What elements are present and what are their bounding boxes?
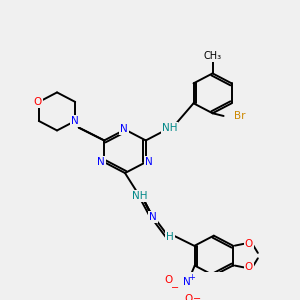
Text: O: O: [245, 239, 253, 249]
Text: NH: NH: [132, 191, 148, 201]
Text: O: O: [245, 262, 253, 272]
Text: Br: Br: [234, 111, 245, 121]
Text: O: O: [184, 294, 193, 300]
Text: N: N: [149, 212, 157, 222]
Text: N: N: [97, 157, 105, 167]
Text: N: N: [183, 277, 190, 287]
Text: −: −: [193, 294, 201, 300]
Text: −: −: [171, 283, 179, 293]
Text: N: N: [145, 157, 153, 167]
Text: H: H: [166, 232, 174, 242]
Text: N: N: [71, 116, 79, 126]
Text: +: +: [188, 273, 195, 282]
Text: O: O: [34, 97, 42, 107]
Text: CH₃: CH₃: [203, 51, 222, 61]
Text: O: O: [165, 275, 173, 285]
Text: NH: NH: [162, 123, 177, 133]
Text: N: N: [120, 124, 128, 134]
